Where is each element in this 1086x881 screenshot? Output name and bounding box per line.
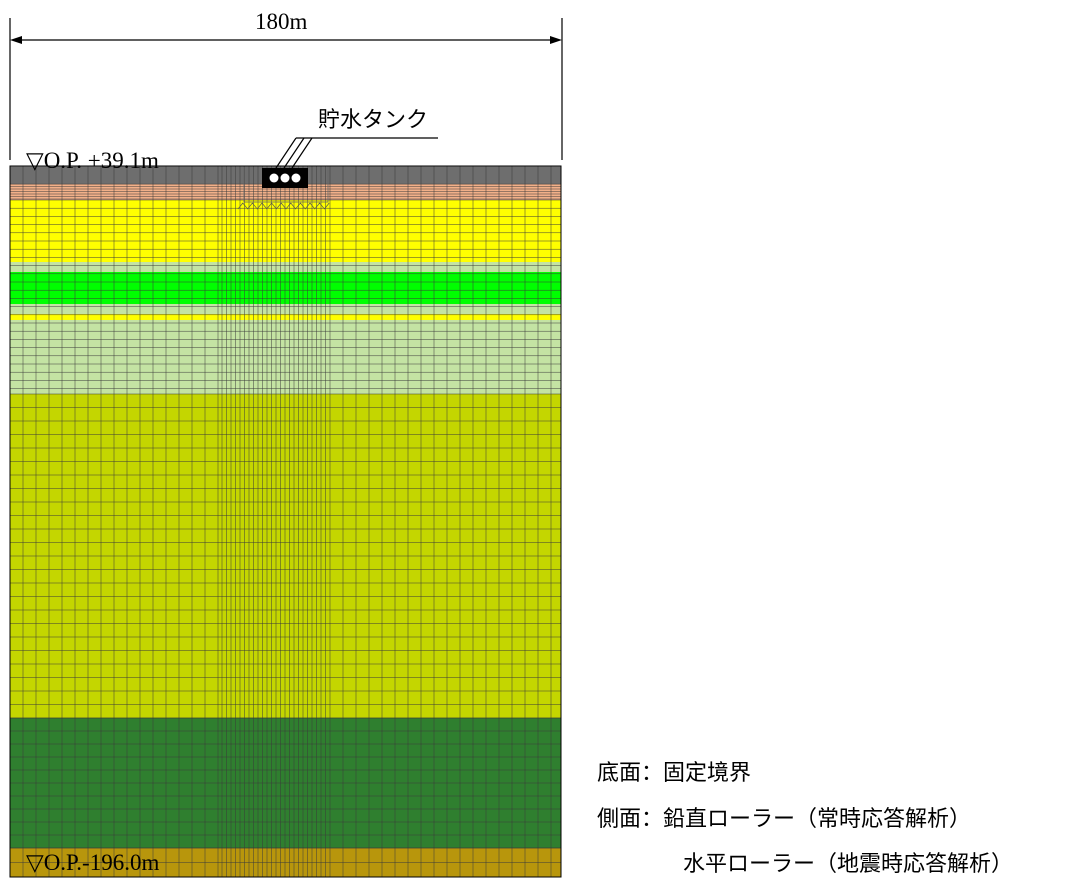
mesh-zigzag (237, 202, 330, 210)
bottom-boundary-note: 底面：固定境界 (597, 761, 752, 786)
tank-cell-3 (291, 173, 301, 183)
tank-cell-1 (269, 173, 279, 183)
mesh-horizontal-lines (10, 165, 561, 878)
layer-light-green-2 (10, 304, 561, 314)
layer-backfill (10, 184, 561, 200)
side-boundary-note-2: 水平ローラー（地震時応答解析） (683, 852, 1014, 877)
layer-light-green-3 (10, 320, 561, 394)
mesh-vertical-lines (9, 166, 552, 877)
soil-layers (10, 166, 561, 877)
tank-label: 貯水タンク (318, 108, 429, 133)
mesh-border (9, 165, 562, 878)
layer-light-green-1 (10, 262, 561, 272)
side-boundary-note: 側面：鉛直ローラー（常時応答解析） (597, 807, 972, 832)
dimension-line (9, 18, 563, 160)
top-level-label: ▽O.P. +39.1m (26, 148, 159, 173)
bottom-level-label: ▽O.P.-196.0m (26, 850, 160, 875)
layer-sand-2 (10, 208, 561, 262)
tank-leader-lines (275, 137, 438, 169)
dimension-label: 180m (255, 9, 308, 34)
tank-cell-2 (280, 173, 290, 183)
dimension-arrow-left (10, 36, 22, 44)
layer-bright-green (10, 272, 561, 304)
dimension-arrow-right (550, 36, 562, 44)
layer-sand-1 (10, 200, 561, 208)
layer-sand-3 (10, 314, 561, 320)
